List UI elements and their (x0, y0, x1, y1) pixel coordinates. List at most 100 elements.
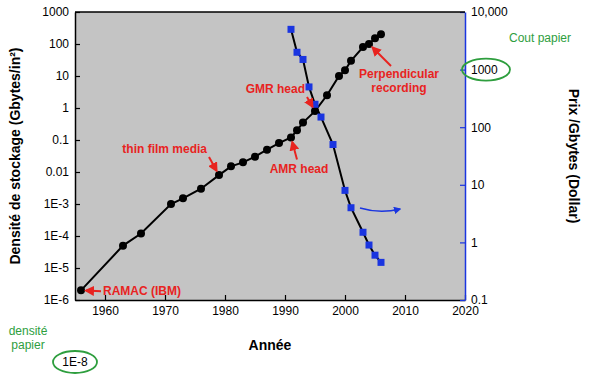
tick-label: 1960 (92, 304, 119, 318)
tick: 2010 (392, 295, 419, 318)
axis-line (76, 300, 466, 302)
tick-label: 2010 (392, 304, 419, 318)
marker-square (294, 49, 301, 56)
text-line: Perpendicular (359, 67, 439, 81)
series-line (291, 29, 381, 262)
marker-circle (299, 119, 307, 127)
tick-label: 1000 (42, 5, 69, 19)
tick: 1E-5 (44, 261, 80, 275)
marker-circle (341, 66, 349, 74)
annotation-arrow (292, 142, 297, 159)
series-line (81, 34, 381, 290)
chart-container: 19601970198019902000201020201E-61E-51E-4… (0, 0, 590, 387)
tick-label: 10,000 (471, 5, 508, 19)
tick-label: 1E-5 (44, 261, 70, 275)
tick-label: 1970 (152, 304, 179, 318)
tick-label: 1990 (272, 304, 299, 318)
axis-line (465, 13, 467, 301)
tick-mark (75, 76, 80, 77)
y2-axis: 0.1110100100010,000 (460, 5, 508, 307)
tick-label: 0.1 (52, 133, 69, 147)
tick-mark (345, 295, 346, 300)
axis-hint-arrow (360, 208, 400, 211)
marker-circle (215, 171, 223, 179)
marker-square (372, 252, 379, 259)
tick-label: 100 (49, 37, 69, 51)
tick: 1 (460, 236, 478, 250)
annotation-text: GMR head (246, 82, 305, 96)
tick: 2000 (332, 295, 359, 318)
marker-square (342, 187, 349, 194)
tick: 10 (460, 178, 485, 192)
annotations: RAMAC (IBM) thin film media AMR head GMR he… (86, 48, 439, 299)
note-text: densitépapier (9, 324, 48, 352)
marker-circle (323, 91, 331, 99)
text-line: densité (9, 324, 48, 338)
marker-circle (275, 139, 283, 147)
y2-axis-title: Prix /Gbytes (Dollar) (566, 89, 582, 224)
marker-circle (77, 286, 85, 294)
tick-label: 0.01 (46, 165, 70, 179)
tick-mark (460, 127, 465, 128)
tick-label: 10 (56, 69, 70, 83)
tick-label: 1E-3 (44, 197, 70, 211)
note-circle (462, 59, 510, 81)
annotation-arrow (209, 157, 217, 171)
tick-mark (75, 108, 80, 109)
note-text: Cout papier (509, 31, 571, 45)
annotation-arrow (373, 48, 391, 66)
text-line: thin film media (122, 142, 207, 156)
tick-mark (75, 236, 80, 237)
tick: 1960 (92, 295, 119, 318)
annotation-text: RAMAC (IBM) (103, 284, 181, 298)
tick: 10 (56, 69, 80, 83)
text-line: papier (11, 338, 44, 352)
marker-circle (335, 72, 343, 80)
tick: 100 (460, 121, 491, 135)
tick-label: 1E-4 (44, 229, 70, 243)
tick: 1E-6 (44, 293, 80, 307)
marker-square (318, 114, 325, 121)
marker-circle (251, 153, 259, 161)
notes: Cout papierdensitépapier1E-8 (9, 31, 571, 373)
plot-background (75, 12, 465, 300)
marker-square (288, 26, 295, 33)
tick: 1000 (42, 5, 80, 19)
axis-line (75, 13, 77, 301)
tick-mark (75, 204, 80, 205)
marker-circle (347, 57, 355, 65)
text-line: GMR head (246, 82, 305, 96)
plot: 19601970198019902000201020201E-61E-51E-4… (7, 5, 582, 373)
marker-circle (197, 185, 205, 193)
annotation-text: Perpendicularrecording (359, 67, 439, 95)
text-line: RAMAC (IBM) (103, 284, 181, 298)
tick: 1970 (152, 295, 179, 318)
tick-label: 0.1 (471, 293, 488, 307)
marker-circle (377, 30, 385, 38)
marker-square (360, 229, 367, 236)
marker-circle (167, 200, 175, 208)
y-axis: 1E-61E-51E-41E-30.010.11101001000 (42, 5, 80, 307)
text-line: AMR head (270, 162, 329, 176)
tick-mark (75, 172, 80, 173)
marker-circle (293, 126, 301, 134)
marker-circle (179, 194, 187, 202)
text-line: Cout papier (509, 31, 571, 45)
tick: 1E-4 (44, 229, 80, 243)
tick-mark (460, 185, 465, 186)
tick-mark (285, 295, 286, 300)
marker-circle (365, 40, 373, 48)
tick-label: 1E-6 (44, 293, 70, 307)
marker-circle (239, 158, 247, 166)
tick-mark (460, 300, 465, 301)
tick: 10,000 (460, 5, 508, 19)
marker-circle (137, 229, 145, 237)
text-line: recording (371, 81, 426, 95)
tick-mark (460, 242, 465, 243)
tick-label: 100 (471, 121, 491, 135)
marker-square (348, 204, 355, 211)
tick: 1990 (272, 295, 299, 318)
chart-svg: 19601970198019902000201020201E-61E-51E-4… (0, 0, 590, 387)
marker-square (300, 56, 307, 63)
marker-square (366, 242, 373, 249)
